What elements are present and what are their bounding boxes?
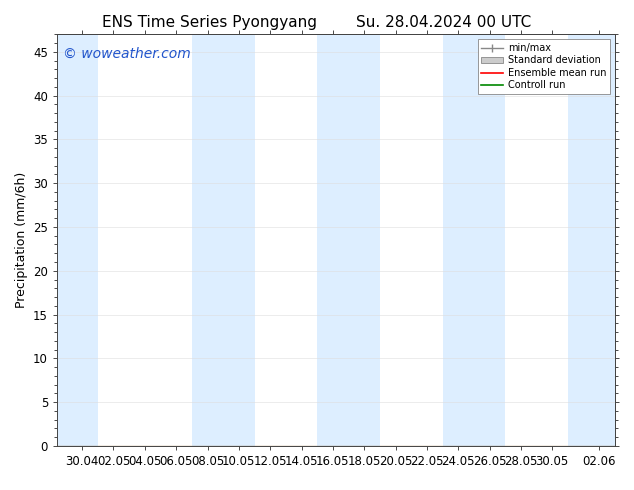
Y-axis label: Precipitation (mm/6h): Precipitation (mm/6h) [15, 172, 28, 308]
Text: © woweather.com: © woweather.com [63, 47, 190, 61]
Bar [317, 34, 380, 446]
Bar [192, 34, 254, 446]
Text: ENS Time Series Pyongyang        Su. 28.04.2024 00 UTC: ENS Time Series Pyongyang Su. 28.04.2024… [102, 15, 532, 30]
Legend: min/max, Standard deviation, Ensemble mean run, Controll run: min/max, Standard deviation, Ensemble me… [477, 39, 610, 94]
Bar [568, 34, 615, 446]
Bar [443, 34, 505, 446]
Bar [57, 34, 98, 446]
